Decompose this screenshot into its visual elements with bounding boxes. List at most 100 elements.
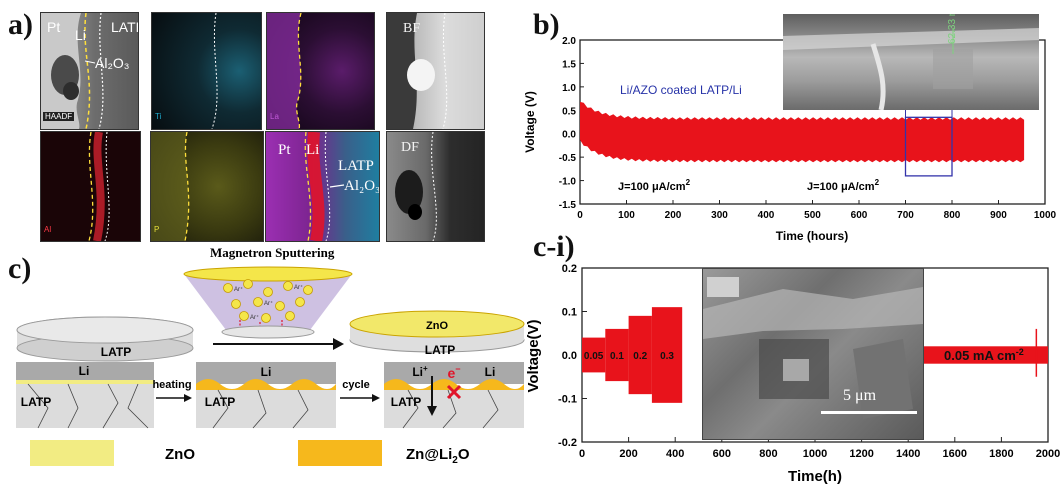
b-x-tick-label: 400 (758, 210, 775, 221)
ar-ion-label: Ar⁺ (234, 286, 243, 293)
ci-current-label: 0.2 (633, 351, 647, 362)
b-x-tick-label: 500 (804, 210, 821, 221)
df-label: DF (401, 140, 419, 156)
ci-x-tick-label: 1800 (989, 448, 1013, 460)
cycle-label: cycle (342, 379, 370, 391)
ci-x-tick-label: 1600 (943, 448, 967, 460)
b-x-tick-label: 0 (577, 210, 583, 221)
b-y-tick-label: -1.5 (559, 200, 577, 211)
b-x-tick-label: 1000 (1034, 210, 1057, 221)
panel-a-letter: a) (8, 8, 33, 42)
b-y-tick-label: 2.0 (562, 36, 576, 47)
bf-image: BF (386, 12, 485, 130)
b-sem-inset: 62.33 nm (783, 14, 1039, 110)
ci-y-tick-label: 0.2 (562, 263, 577, 275)
p-tag-text: P (154, 225, 159, 234)
la-tag-text: La (270, 112, 279, 121)
stage1-latp-label: LATP (21, 395, 51, 409)
ci-y-tick-label: -0.1 (558, 394, 577, 406)
ci-x-ticks: 0 200 400 600 800 1000 1200 1400 1600 1800 2000 (579, 437, 1060, 460)
zn-particle (286, 312, 295, 321)
ti-map: Ti (151, 12, 262, 130)
ci-current-label: 0.05 (584, 351, 604, 362)
la-map: La (266, 12, 375, 130)
overlay-pt-label: Pt (278, 142, 291, 159)
panel-c-schematic: Ar⁺ Ar⁺ Ar⁺ Ar⁺ LATP ZnO LATP Li LATP heati… (8, 258, 528, 484)
zn-particle (264, 288, 273, 297)
haadf-tag: HAADF (43, 112, 74, 121)
latp-label: LATP (111, 19, 139, 35)
ar-ion-label: Ar⁺ (250, 314, 259, 321)
al-tag-text: Al (44, 225, 51, 234)
ci-y-axis-label: Voltage(V) (525, 319, 542, 392)
stage3-latp-label: LATP (391, 395, 421, 409)
al-map: Al (40, 131, 141, 242)
ci-x-tick-label: 0 (579, 448, 585, 460)
latp-disc-left-label: LATP (101, 345, 131, 359)
b-x-tick-label: 600 (851, 210, 868, 221)
ci-right-label: 0.05 mA cm-2 (944, 347, 1024, 363)
zn-particle (232, 300, 241, 309)
overlay-li-label: Li (306, 142, 319, 159)
zn-particle (240, 312, 249, 321)
b-inset-label: 62.33 nm (947, 14, 958, 44)
b-voltage-band (580, 102, 1024, 162)
bf-label: BF (403, 21, 420, 37)
stage2-li-label: Li (261, 365, 272, 379)
legend-zn-swatch (298, 440, 382, 466)
ar-ion-label: Ar⁺ (264, 300, 273, 307)
zn-particle (224, 284, 233, 293)
latp-disc-right-label: LATP (425, 343, 455, 357)
zn-particle (276, 302, 285, 311)
legend-zno-swatch (30, 440, 114, 466)
stage1-li-label: Li (79, 364, 90, 378)
zn-particle (254, 298, 263, 307)
ci-x-tick-label: 1200 (849, 448, 873, 460)
zn-particle (296, 298, 305, 307)
b-j-right: J=100 μA/cm2 (807, 178, 880, 193)
ar-ion-label: Ar⁺ (294, 284, 303, 291)
ci-x-axis-label: Time(h) (788, 468, 842, 485)
zn-particle (262, 314, 271, 323)
ci-current-label: 0.3 (660, 351, 674, 362)
p-map: P (150, 131, 264, 242)
b-x-tick-label: 100 (618, 210, 635, 221)
legend-zno-label: ZnO (165, 446, 195, 463)
overlay-map: Pt Li LATP Al₂O₃ (265, 131, 380, 242)
stage2-latp-label: LATP (205, 395, 235, 409)
b-y-tick-label: 0.5 (562, 106, 576, 117)
ci-x-tick-label: 600 (713, 448, 731, 460)
ci-x-tick-label: 800 (759, 448, 777, 460)
heating-label: heating (152, 379, 191, 391)
overlay-al2o3-label: Al₂O₃ (344, 178, 380, 195)
ci-x-tick-label: 400 (666, 448, 684, 460)
ci-x-tick-label: 1400 (896, 448, 920, 460)
ci-sem-inset: 5 μm (702, 268, 924, 440)
ti-tag-text: Ti (155, 112, 161, 121)
zno-disc-label: ZnO (426, 320, 448, 332)
b-y-tick-label: 0.0 (562, 130, 576, 141)
ci-x-tick-label: 200 (619, 448, 637, 460)
b-x-tick-label: 700 (897, 210, 914, 221)
b-y-tick-label: -0.5 (559, 153, 577, 164)
ci-x-tick-label: 2000 (1036, 448, 1060, 460)
df-image: DF (386, 131, 485, 242)
ci-y-tick-label: 0.1 (562, 307, 577, 319)
b-x-tick-label: 200 (665, 210, 682, 221)
stage3-li-label: Li (485, 365, 496, 379)
ci-scale-label: 5 μm (843, 387, 876, 405)
b-x-ticks: 0 100 200 300 400 500 600 700 800 900 1000 (577, 200, 1056, 221)
al2o3-label: Al₂O₃ (95, 55, 129, 71)
legend-zn-label: Zn@Li2O (406, 446, 470, 466)
ci-x-tick-label: 1000 (803, 448, 827, 460)
b-x-tick-label: 900 (990, 210, 1007, 221)
b-x-axis-label: Time (hours) (776, 229, 848, 243)
sputter-target (184, 267, 352, 281)
li-label: Li (75, 27, 86, 43)
b-y-tick-label: 1.0 (562, 83, 576, 94)
b-y-tick-label: -1.0 (559, 177, 577, 188)
ci-current-label: 0.1 (610, 351, 624, 362)
haadf-image: Pt Li LATP Al₂O₃ HAADF (40, 12, 139, 130)
overlay-latp-label: LATP (338, 158, 374, 175)
b-x-tick-label: 300 (711, 210, 728, 221)
